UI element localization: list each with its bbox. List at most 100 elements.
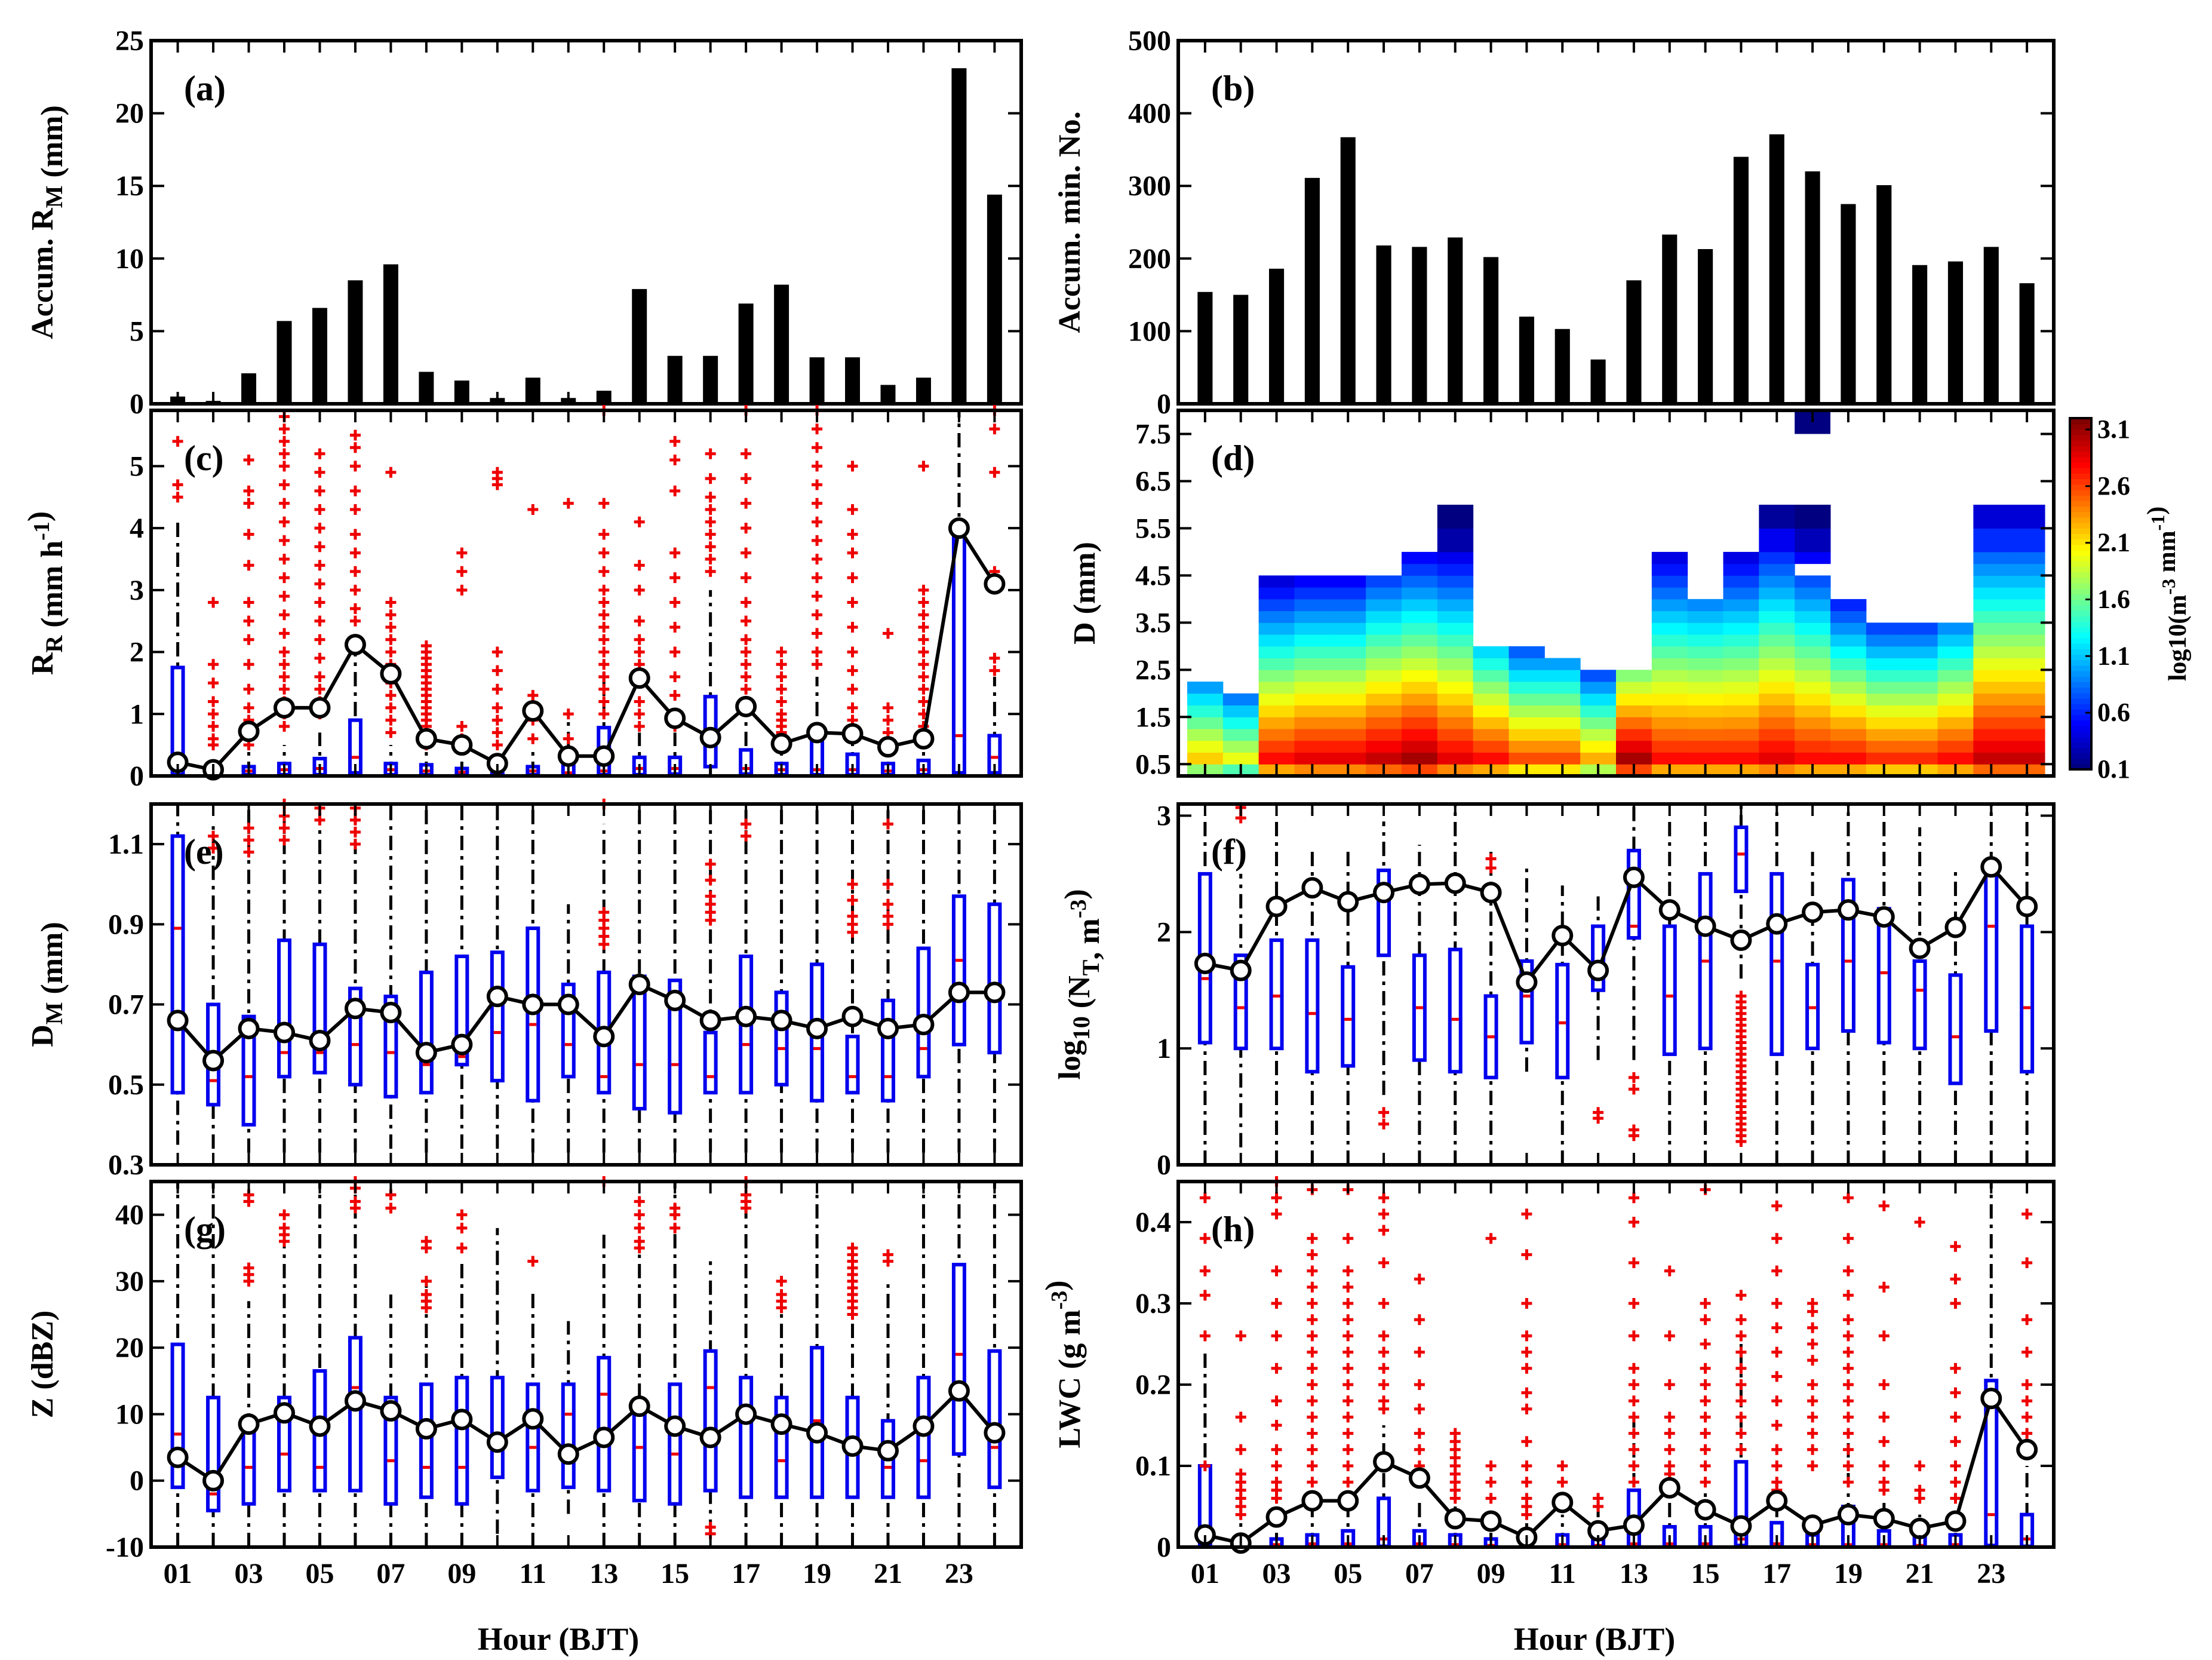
x-tick-label-h: 15 <box>1691 1558 1720 1590</box>
colorbar-segment <box>2070 588 2091 594</box>
colorbar-segment <box>2070 500 2091 507</box>
panel-label-h: (h) <box>1211 1210 1255 1249</box>
outlier-h <box>1628 1298 1639 1309</box>
outlier-c <box>208 740 219 751</box>
box-e <box>880 998 895 1103</box>
y-tick-label-e: 1.1 <box>108 829 144 860</box>
outlier-e <box>847 926 858 938</box>
outlier-c <box>918 622 929 633</box>
heatmap-cell-d <box>1973 634 2010 647</box>
heatmap-cell-d <box>1580 752 1617 765</box>
colorbar-tick-label: 0.1 <box>2097 754 2130 784</box>
box-g <box>597 1355 612 1493</box>
outlier-c <box>776 696 787 707</box>
heatmap-cell-d <box>2009 634 2045 647</box>
box-e <box>916 946 931 1079</box>
outlier-c <box>989 665 1000 676</box>
y-axis-title-superscript: -1 <box>29 521 54 541</box>
outlier-c <box>634 634 645 645</box>
outlier-f <box>1593 1113 1604 1124</box>
colorbar-segment <box>2070 742 2091 748</box>
y-axis-title-superscript: -3 <box>1066 900 1091 919</box>
heatmap-cell-d <box>1687 682 1724 694</box>
outlier-c <box>456 547 468 559</box>
heatmap-cell-d <box>1687 752 1724 765</box>
heatmap-cell-d <box>1901 622 1938 635</box>
heatmap-cell-d <box>1222 740 1259 753</box>
heatmap-cell-d <box>1973 752 2010 765</box>
bar-a <box>383 264 398 404</box>
mean-marker-f <box>1337 891 1359 913</box>
outlier-c <box>847 665 858 676</box>
outlier-e <box>349 826 361 837</box>
heatmap-cell-d <box>1473 693 1509 706</box>
heatmap-cell-d <box>1616 729 1652 741</box>
heatmap-cell-d <box>1830 682 1867 694</box>
heatmap-cell-d <box>1509 682 1545 694</box>
outlier-c <box>741 448 752 459</box>
outlier-h <box>1771 1233 1783 1244</box>
heatmap-cell-d <box>1473 658 1509 670</box>
outlier-h <box>1342 1298 1354 1309</box>
outlier-c <box>279 659 290 670</box>
outlier-c <box>279 535 290 546</box>
heatmap-cell-d <box>1366 622 1402 635</box>
y-axis-title-part: Accum. min. No. <box>1053 111 1087 333</box>
outlier-h <box>1735 1290 1747 1301</box>
heatmap-cell-d <box>1580 717 1617 729</box>
heatmap-cell-d <box>1366 717 1402 729</box>
outlier-c <box>741 547 752 559</box>
heatmap-cell-d <box>1795 575 1831 588</box>
outlier-h <box>1628 1460 1639 1471</box>
outlier-h <box>1807 1379 1818 1390</box>
outlier-c <box>812 535 823 546</box>
mean-marker-g <box>735 1403 757 1425</box>
heatmap-cell-d <box>1401 670 1438 682</box>
heatmap-cell-d <box>1437 717 1474 729</box>
y-tick-label-d: 3.5 <box>1135 607 1171 639</box>
heatmap-cell-d <box>1187 729 1224 741</box>
heatmap-cell-d <box>1723 670 1759 682</box>
box-f <box>1555 962 1570 1079</box>
box-g <box>987 1349 1002 1489</box>
y-axis-title-subscript: 10 <box>1068 1016 1095 1040</box>
y-tick-label-b: 500 <box>1128 25 1171 57</box>
outlier-c <box>208 597 219 608</box>
outlier-h <box>1628 1257 1639 1268</box>
outlier-c <box>279 646 290 658</box>
heatmap-cell-d <box>1723 599 1759 612</box>
heatmap-cell-d <box>1723 634 1759 647</box>
heatmap-cell-d <box>1937 705 1974 717</box>
bar-b <box>1483 257 1499 404</box>
heatmap-cell-d <box>1509 740 1545 753</box>
bar-b <box>2019 283 2035 404</box>
outlier-h <box>1521 1436 1532 1447</box>
heatmap-cell-d <box>1973 551 2010 564</box>
mean-marker-f <box>1301 877 1323 899</box>
outlier-h <box>1842 1363 1854 1374</box>
heatmap-cell-d <box>1222 705 1259 717</box>
outlier-c <box>918 597 929 608</box>
mean-marker-e <box>557 993 579 1015</box>
bar-a <box>276 321 292 404</box>
outlier-c <box>527 504 539 515</box>
heatmap-cell-d <box>1509 646 1545 659</box>
outlier-c <box>598 529 610 540</box>
heatmap-cell-d <box>1651 740 1688 753</box>
heatmap-cell-d <box>1687 622 1724 635</box>
outlier-h <box>1807 1428 1818 1439</box>
heatmap-cell-d <box>1866 693 1903 706</box>
outlier-h <box>1521 1249 1532 1260</box>
x-axis-title-right: Hour (BJT) <box>1514 1621 1676 1657</box>
colorbar-segment <box>2070 445 2091 452</box>
mean-marker-h <box>1873 1508 1895 1530</box>
outlier-e <box>243 846 254 858</box>
outlier-c <box>705 473 716 484</box>
bar-b <box>1376 245 1391 404</box>
outlier-h <box>1414 1403 1425 1414</box>
box-e <box>845 1035 860 1095</box>
outlier-c <box>989 652 1000 664</box>
outlier-c <box>882 714 893 726</box>
outlier-c <box>918 634 929 645</box>
panel-label-b: (b) <box>1211 69 1255 108</box>
